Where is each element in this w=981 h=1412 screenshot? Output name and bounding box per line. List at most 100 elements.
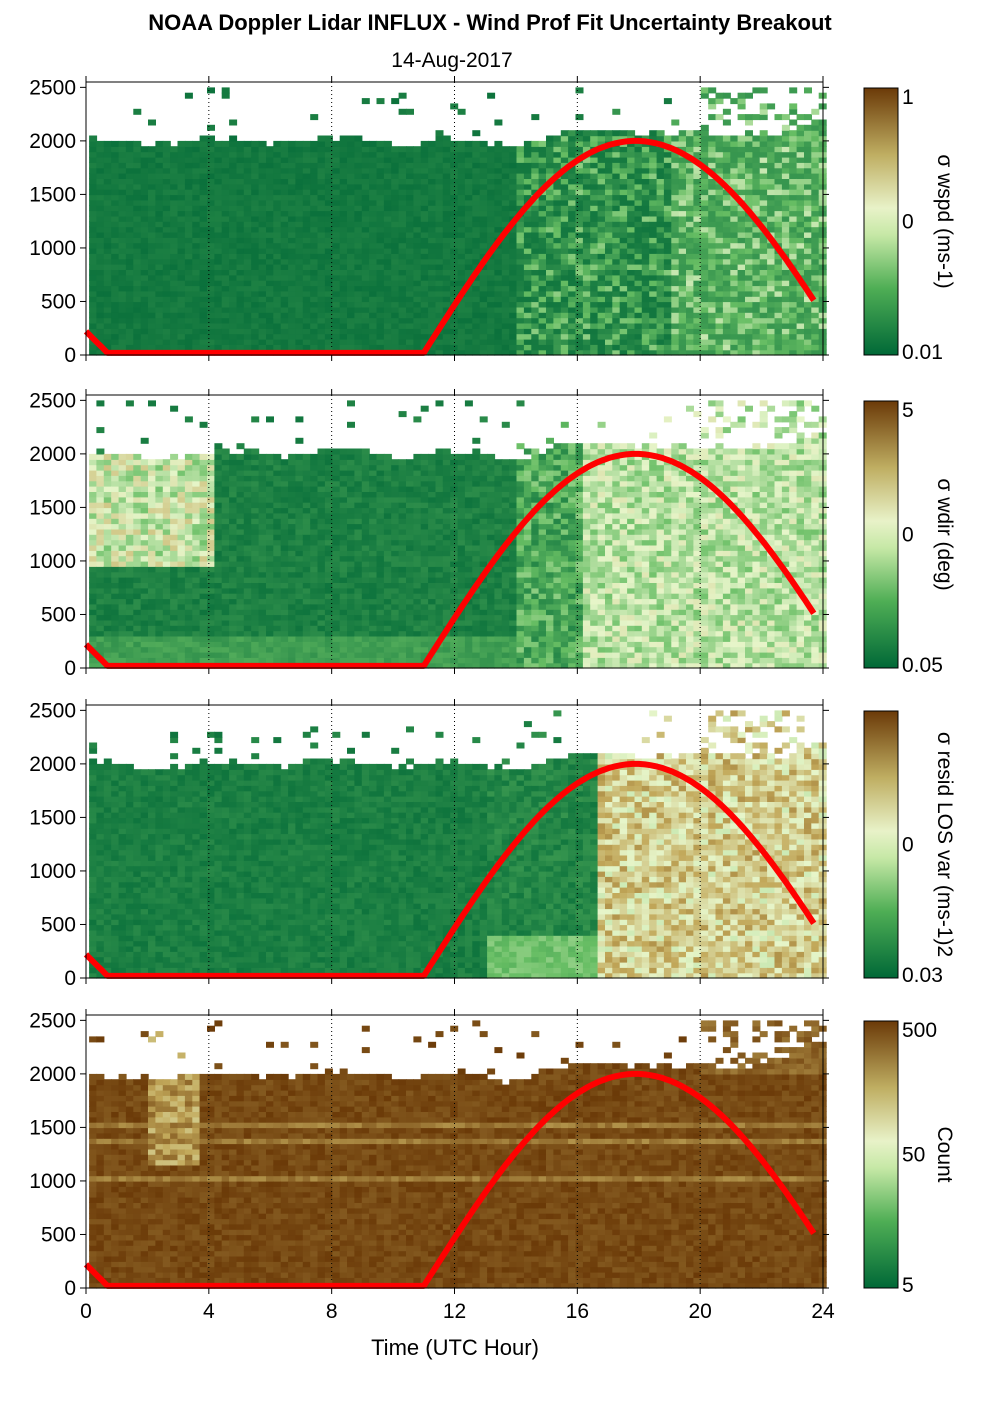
heatmap-cell bbox=[96, 480, 105, 487]
heatmap-cell bbox=[339, 328, 348, 335]
heatmap-cell bbox=[428, 344, 437, 351]
heatmap-cell bbox=[450, 178, 459, 185]
heatmap-cell bbox=[361, 140, 370, 147]
heatmap-cell bbox=[553, 221, 562, 228]
heatmap-cell bbox=[391, 264, 400, 270]
heatmap-cell bbox=[641, 247, 650, 254]
heatmap-cell bbox=[686, 274, 694, 281]
heatmap-cell bbox=[140, 502, 149, 509]
heatmap-cell bbox=[103, 205, 112, 212]
heatmap-cell bbox=[214, 587, 223, 594]
heatmap-cell bbox=[413, 162, 422, 169]
heatmap-cell bbox=[103, 496, 112, 503]
heatmap-cell bbox=[804, 146, 812, 153]
heatmap-cell bbox=[472, 328, 481, 335]
heatmap-cell bbox=[96, 210, 105, 217]
heatmap-cell bbox=[125, 231, 134, 238]
heatmap-cell bbox=[516, 226, 525, 233]
heatmap-cell bbox=[133, 518, 142, 525]
heatmap-cell bbox=[103, 555, 112, 562]
heatmap-cell bbox=[649, 269, 658, 276]
heatmap-cell bbox=[627, 328, 636, 335]
heatmap-cell bbox=[295, 301, 304, 308]
heatmap-cell bbox=[546, 274, 554, 281]
heatmap-cell bbox=[133, 469, 142, 476]
heatmap-cell bbox=[170, 322, 179, 329]
heatmap-cell bbox=[192, 173, 201, 179]
heatmap-cell bbox=[111, 199, 120, 206]
heatmap-cell bbox=[184, 641, 193, 648]
heatmap-cell bbox=[347, 333, 355, 340]
heatmap-cell bbox=[730, 146, 739, 153]
heatmap-cell bbox=[192, 593, 201, 600]
heatmap-cell bbox=[103, 258, 112, 265]
heatmap-cell bbox=[811, 344, 820, 351]
heatmap-cell bbox=[155, 480, 164, 487]
heatmap-cell bbox=[118, 587, 127, 594]
heatmap-cell bbox=[96, 603, 105, 610]
heatmap-cell bbox=[619, 344, 628, 351]
heatmap-cell bbox=[568, 312, 577, 319]
heatmap-cell bbox=[251, 189, 260, 196]
heatmap-cell bbox=[140, 317, 149, 324]
heatmap-cell bbox=[273, 328, 282, 335]
heatmap-cell bbox=[472, 178, 481, 185]
heatmap-cell bbox=[597, 242, 606, 249]
heatmap-cell bbox=[450, 194, 459, 201]
heatmap-cell bbox=[295, 247, 304, 254]
heatmap-cell bbox=[516, 183, 525, 190]
heatmap-cell bbox=[627, 156, 636, 163]
heatmap-cell bbox=[236, 231, 245, 238]
heatmap-cell bbox=[192, 502, 201, 509]
heatmap-cell bbox=[767, 221, 776, 228]
heatmap-cell bbox=[177, 199, 186, 206]
heatmap-cell bbox=[295, 205, 304, 212]
heatmap-cell bbox=[435, 178, 444, 185]
heatmap-cell bbox=[560, 328, 569, 335]
heatmap-cell bbox=[324, 199, 333, 206]
heatmap-cell bbox=[546, 167, 554, 174]
heatmap-cell bbox=[708, 215, 717, 222]
heatmap-cell bbox=[767, 167, 776, 174]
heatmap-cell bbox=[162, 328, 171, 335]
heatmap-cell bbox=[420, 162, 429, 169]
heatmap-cell bbox=[649, 247, 658, 254]
heatmap-cell bbox=[752, 344, 761, 351]
heatmap-cell bbox=[678, 162, 687, 169]
heatmap-cell bbox=[774, 215, 783, 222]
heatmap-cell bbox=[140, 625, 149, 632]
heatmap-cell bbox=[487, 285, 496, 292]
heatmap-cell bbox=[347, 237, 355, 244]
heatmap-cell bbox=[111, 475, 120, 482]
heatmap-cell bbox=[258, 183, 267, 190]
heatmap-cell bbox=[140, 641, 149, 648]
heatmap-cell bbox=[251, 344, 260, 351]
heatmap-cell bbox=[774, 296, 783, 303]
heatmap-cell bbox=[789, 280, 798, 287]
heatmap-cell bbox=[708, 349, 717, 356]
heatmap-cell bbox=[590, 344, 599, 351]
heatmap-cell bbox=[767, 264, 776, 270]
heatmap-cell bbox=[339, 333, 348, 340]
heatmap-cell bbox=[383, 173, 392, 179]
y-tick-label: 2500 bbox=[29, 76, 76, 99]
heatmap-cell bbox=[199, 242, 208, 249]
heatmap-cell bbox=[376, 274, 385, 281]
heatmap-cell bbox=[708, 237, 717, 244]
heatmap-cell bbox=[450, 189, 459, 196]
heatmap-cell bbox=[538, 226, 547, 233]
heatmap-cell bbox=[89, 242, 98, 249]
heatmap-cell bbox=[258, 237, 267, 244]
heatmap-cell bbox=[118, 560, 127, 567]
heatmap-cell bbox=[280, 290, 289, 297]
heatmap-cell bbox=[236, 306, 245, 313]
heatmap-cell bbox=[472, 130, 481, 137]
heatmap-cell bbox=[177, 296, 186, 303]
heatmap-cell bbox=[155, 221, 164, 228]
heatmap-cell bbox=[103, 502, 112, 509]
heatmap-cell bbox=[103, 199, 112, 206]
heatmap-cell bbox=[229, 226, 238, 233]
heatmap-cell bbox=[361, 199, 370, 206]
heatmap-cell bbox=[546, 189, 554, 196]
heatmap-cell bbox=[155, 317, 164, 324]
